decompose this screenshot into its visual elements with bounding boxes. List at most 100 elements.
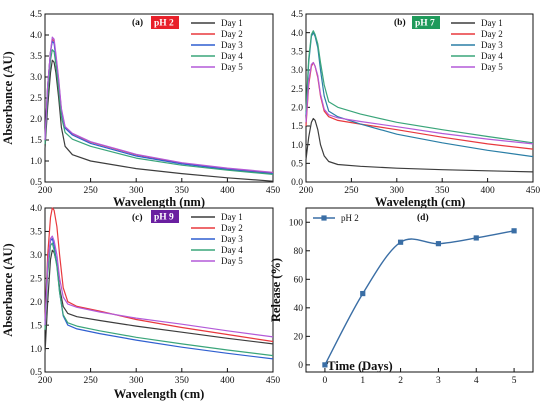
panel-a-xtick-label: 350: [175, 186, 190, 196]
panel-d-data-point: [511, 228, 517, 234]
panel-b-series-1-line: [305, 117, 534, 173]
panel-b-series-4-line: [305, 30, 534, 144]
panel-a-series-1-line: [44, 59, 274, 182]
panel-b-legend-label: Day 2: [481, 29, 503, 39]
panel-d-xtick-label: 4: [474, 376, 479, 386]
panel-d-ytick-label: 60: [294, 276, 304, 286]
panel-c-frame: [44, 207, 274, 373]
panel-a-legend-label: Day 3: [221, 40, 243, 50]
panel-c-ylabel: Absorbance (AU): [1, 243, 15, 336]
panel-a-legend-label: Day 2: [221, 29, 243, 39]
panel-b-legend-label: Day 3: [481, 40, 503, 50]
panel-d-xtick-label: 2: [398, 376, 403, 386]
panel-c-legend-label: Day 3: [221, 234, 243, 244]
panel-d-ytick-label: 40: [294, 304, 304, 314]
panel-d-series-1-line: [324, 230, 515, 366]
panel-a-xtick-label: 250: [83, 186, 98, 196]
panel-a-ytick-label: 4.5: [30, 10, 42, 20]
panel-b-xtick-label: 400: [480, 186, 495, 196]
panel-b-ytick-label: 4.0: [291, 29, 303, 39]
panel-c-ytick-label: 2.5: [30, 274, 42, 284]
panel-d-xtick-label: 1: [360, 376, 365, 386]
panel-c-ytick-label: 0.5: [30, 368, 42, 378]
panel-b-xtick-label: 250: [344, 186, 359, 196]
panel-a-ytick-label: 1.5: [30, 136, 42, 146]
panel-b-legend-label: Day 5: [481, 62, 503, 72]
panel-c-series-2-line: [44, 207, 274, 343]
panel-c-ytick-label: 4.0: [30, 204, 42, 214]
panel-a-badge: [151, 16, 179, 29]
panel-a-label: (a): [132, 17, 143, 28]
panel-a-badge-text: pH 2: [154, 19, 174, 29]
panel-c-xtick-label: 200: [38, 376, 53, 386]
panel-c-ytick-label: 1.0: [30, 345, 42, 355]
panel-c-xtick-label: 300: [129, 376, 144, 386]
panel-d-ytick-label: 100: [289, 218, 304, 228]
panel-c-ytick-label: 2.0: [30, 298, 42, 308]
panel-a-legend-label: Day 5: [221, 62, 243, 72]
panel-a-series-4-line: [44, 49, 274, 175]
panel-b-ytick-label: 0.5: [291, 160, 303, 170]
panel-b-series-2-line: [305, 61, 534, 150]
panel-a-xlabel: Wavelength (nm): [113, 195, 205, 209]
panel-a-ticks: 200 250 300 350 400 450 0.5 1.0 1.5 2.0 2.5 3.0 3.5 4…: [30, 10, 280, 196]
panel-b-ticks: 200 250 300 350 400 450 0.0 0.5 1.0 1.5 2.0 2.5 3.0 3…: [291, 10, 540, 196]
panel-c-ytick-label: 1.5: [30, 321, 42, 331]
panel-c-xtick-label: 250: [83, 376, 98, 386]
panel-c-legend-label: Day 2: [221, 223, 243, 233]
panel-c-legend-label: Day 4: [221, 245, 243, 255]
panel-b-ytick-label: 3.0: [291, 66, 303, 76]
panel-b-xtick-label: 450: [526, 186, 541, 196]
panel-a-ylabel: Absorbance (AU): [1, 51, 15, 144]
panel-b-ytick-label: 1.0: [291, 141, 303, 151]
panel-d-xtick-label: 3: [436, 376, 441, 386]
panel-b-xtick-label: 300: [390, 186, 405, 196]
panel-d-ytick-label: 20: [294, 333, 304, 343]
panel-d-legend-marker: [321, 215, 327, 221]
panel-a-legend-label: Day 1: [221, 18, 243, 28]
panel-a-ytick-label: 1.0: [30, 157, 42, 167]
panel-c: 200 250 300 350 400 450 0.5 1.0 1.5 2.0 2.5 3.0 3.5 4…: [1, 204, 280, 401]
panel-a-xtick-label: 200: [38, 186, 53, 196]
panel-d-series: [322, 228, 517, 368]
panel-d-ytick-label: 80: [294, 247, 304, 257]
panel-c-series: [44, 207, 274, 360]
panel-b-xlabel: Wavelength (cm): [375, 195, 466, 209]
panel-a-ytick-label: 2.0: [30, 115, 42, 125]
panel-b-label: (b): [394, 17, 406, 28]
panel-a: 200 250 300 350 400 450 0.5 1.0 1.5 2.0 2.5 3.0 3.5 4…: [1, 10, 280, 209]
panel-d-ytick-label: 0: [298, 361, 303, 371]
panel-d-xlabel: Time (Days): [327, 359, 392, 373]
panel-b-xtick-label: 200: [299, 186, 314, 196]
panel-c-ticks: 200 250 300 350 400 450 0.5 1.0 1.5 2.0 2.5 3.0 3.5 4…: [30, 204, 280, 386]
panel-b-ytick-label: 0.0: [291, 178, 303, 188]
panel-a-ytick-label: 3.0: [30, 73, 42, 83]
panel-a-xtick-label: 300: [129, 186, 144, 196]
panel-d-ylabel: Release (%): [269, 258, 283, 322]
panel-b: 200 250 300 350 400 450 0.0 0.5 1.0 1.5 2.0 2.5 3.0 3…: [291, 10, 540, 209]
panel-b-xtick-label: 350: [435, 186, 450, 196]
panel-d-data-point: [473, 235, 479, 241]
panel-c-ytick-label: 3.0: [30, 251, 42, 261]
panel-a-ytick-label: 0.5: [30, 178, 42, 188]
panel-d-data-point: [360, 290, 366, 297]
panel-c-series-5-line: [44, 235, 274, 338]
panel-c-legend-label: Day 5: [221, 256, 243, 266]
panel-b-badge: [412, 16, 440, 29]
panel-a-legend-label: Day 4: [221, 51, 243, 61]
panel-d-data-point: [322, 362, 328, 368]
panel-c-xtick-label: 400: [220, 376, 235, 386]
panel-b-series-3-line: [305, 32, 534, 158]
panel-c-xlabel: Wavelength (cm): [114, 387, 205, 401]
panel-d-xtick-label: 0: [323, 376, 328, 386]
panel-c-xtick-label: 450: [266, 376, 281, 386]
panel-d-ticks: 0 1 2 3 4 5 0 20 40 60 80 100: [289, 218, 517, 386]
panel-c-badge-text: pH 9: [154, 213, 174, 223]
panel-a-xtick-label: 450: [266, 186, 281, 196]
panel-d-legend-label: pH 2: [341, 213, 359, 223]
panel-a-ytick-label: 4.0: [30, 31, 42, 41]
